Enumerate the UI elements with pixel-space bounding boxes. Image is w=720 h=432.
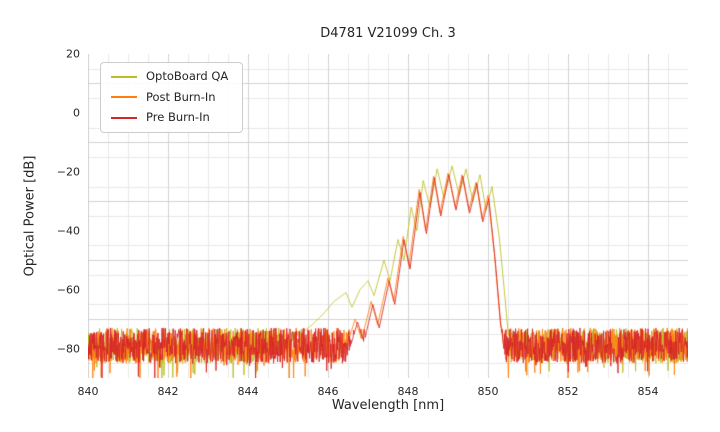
y-tick-label: 0 (73, 106, 80, 120)
x-tick-label: 846 (317, 385, 339, 398)
legend-label: OptoBoard QA (146, 69, 229, 83)
y-tick-label: −60 (56, 283, 80, 297)
legend: OptoBoard QA Post Burn-In Pre Burn-In (100, 62, 244, 133)
legend-line-swatch (111, 96, 137, 99)
y-tick-label: 20 (66, 47, 80, 61)
x-tick-label: 850 (477, 385, 499, 398)
legend-label: Pre Burn-In (146, 110, 210, 124)
legend-item: Post Burn-In (111, 89, 228, 104)
x-tick-label: 844 (237, 385, 259, 398)
legend-item: Pre Burn-In (111, 110, 228, 124)
x-tick-label: 848 (397, 385, 419, 398)
legend-line-swatch (111, 75, 137, 78)
y-tick-label: −20 (56, 165, 80, 179)
legend-label: Post Burn-In (146, 89, 216, 104)
x-tick-label: 842 (157, 385, 179, 398)
y-tick-label: −40 (56, 224, 80, 238)
x-tick-label: 852 (557, 385, 579, 398)
y-tick-label: −80 (56, 342, 80, 356)
chart-title: D4781 V21099 Ch. 3 (320, 26, 456, 41)
x-tick-label: 840 (77, 385, 99, 398)
legend-line-swatch (111, 116, 137, 119)
y-axis-label: Optical Power [dB] (22, 155, 38, 277)
legend-item: OptoBoard QA (111, 69, 229, 83)
x-tick-label: 854 (637, 385, 659, 398)
x-axis-label: Wavelength [nm] (331, 398, 445, 413)
